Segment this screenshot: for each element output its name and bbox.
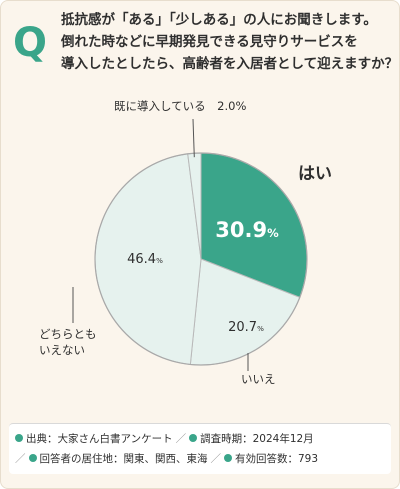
question-line-3: 導入したとしたら、高齢者を入居者として迎えますか？ — [61, 56, 399, 72]
slice-label-yes: はい — [298, 164, 332, 184]
area-value: 関東、関西、東海 — [123, 453, 208, 465]
question-line-2: 倒れた時などに早期発見できる見守りサービスを — [61, 34, 358, 50]
slice-label-neutral-line-2: いえない — [39, 343, 85, 357]
period-label: 調査時期 — [200, 433, 243, 445]
source-value: 大家さん白書アンケート — [57, 433, 173, 445]
value-label-neutral: 46.4% — [127, 252, 163, 267]
bullet-icon — [189, 434, 198, 442]
question-line-1: 抵抗感が「ある」「少しある」の人にお聞きします。 — [61, 12, 377, 28]
pie-outline — [94, 152, 308, 366]
slice-label-no: いいえ — [241, 372, 276, 386]
bullet-icon — [15, 434, 23, 442]
source-label: 出典 — [26, 433, 47, 445]
count-value: 793 — [298, 453, 319, 465]
value-label-no: 20.7% — [228, 320, 264, 335]
area-label: 回答者の居住地 — [39, 453, 114, 465]
count-label: 有効回答数 — [235, 453, 288, 465]
leader-line-already — [192, 118, 195, 158]
footer-row-1: 出典：大家さん白書アンケート／調査時期：2024年12月 — [15, 429, 385, 449]
question-text: 抵抗感が「ある」「少しある」の人にお聞きします。 倒れた時などに早期発見できる見… — [61, 9, 399, 75]
slice-label-neutral-line-1: どちらとも — [39, 327, 97, 341]
source-footer: 出典：大家さん白書アンケート／調査時期：2024年12月 ／回答者の居住地：関東… — [9, 423, 391, 474]
bullet-icon — [28, 454, 37, 462]
slice-label-already: 既に導入している 2.0% — [114, 99, 246, 113]
footer-row-2: ／回答者の居住地：関東、関西、東海／有効回答数：793 — [15, 453, 319, 465]
bullet-icon — [224, 454, 232, 462]
question-marker: Q — [13, 20, 48, 66]
period-value: 2024年12月 — [252, 433, 314, 445]
